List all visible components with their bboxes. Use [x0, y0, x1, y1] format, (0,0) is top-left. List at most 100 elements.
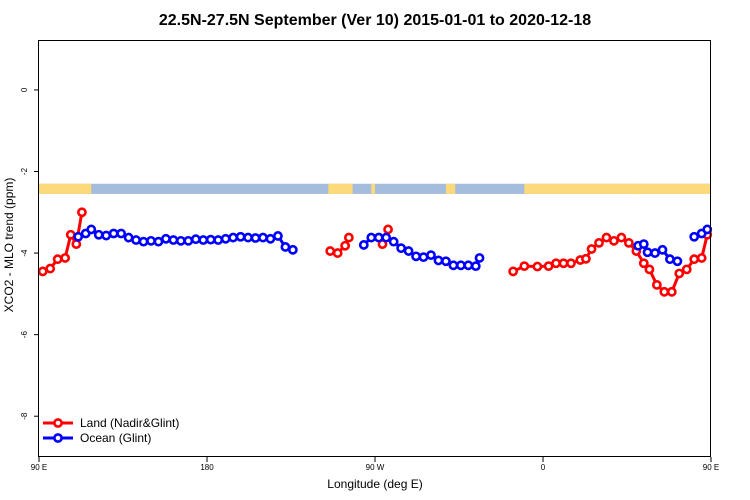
data-point	[426, 250, 436, 261]
data-point	[644, 264, 655, 275]
data-point	[594, 237, 604, 248]
data-point	[558, 258, 569, 269]
data-point	[586, 244, 597, 254]
data-point	[175, 235, 186, 246]
data-point	[183, 235, 194, 246]
legend: Land (Nadir&Glint)Ocean (Glint)	[43, 416, 179, 445]
data-point	[657, 244, 668, 255]
data-point	[205, 234, 216, 245]
x-axis-label: Longitude (deg E)	[327, 477, 422, 491]
data-point	[532, 261, 543, 272]
data-point	[689, 231, 700, 242]
data-point	[343, 232, 354, 243]
land-band-segment	[632, 183, 711, 194]
x-tick-label: 90 E	[703, 463, 719, 472]
data-point	[86, 224, 97, 235]
data-point	[52, 254, 63, 265]
data-point	[543, 261, 554, 272]
data-point	[37, 266, 48, 277]
x-axis-ticks: 90 E 180 90 W 0 90 E	[31, 457, 719, 472]
data-point	[519, 261, 530, 272]
data-point	[638, 239, 649, 250]
data-point	[228, 232, 239, 243]
data-point	[198, 235, 209, 245]
data-point	[396, 243, 407, 254]
data-point	[470, 261, 481, 272]
data-point	[638, 258, 649, 269]
data-point	[672, 256, 683, 267]
data-point	[674, 268, 685, 279]
data-point	[601, 232, 612, 243]
data-point	[45, 263, 56, 274]
data-point	[325, 246, 336, 256]
land-band-segment	[371, 183, 375, 194]
x-tick-label: 90 W	[366, 463, 385, 472]
data-point	[340, 240, 351, 251]
data-point	[448, 260, 459, 271]
data-point	[642, 247, 653, 258]
land-band-segment	[445, 183, 456, 194]
data-point	[190, 234, 201, 245]
data-point	[455, 260, 466, 271]
land-band-segment	[524, 183, 641, 194]
data-point	[101, 230, 112, 241]
x-tick-label: 180	[200, 463, 214, 472]
data-point	[381, 232, 392, 243]
data-point	[273, 231, 283, 241]
y-axis-label: XCO2 - MLO trend (ppm)	[2, 178, 16, 313]
x-tick-label: 0	[541, 463, 546, 472]
data-point	[623, 237, 634, 248]
data-point	[581, 253, 591, 264]
data-point	[689, 254, 700, 265]
data-point	[566, 258, 576, 269]
data-point	[609, 235, 619, 246]
y-tick-label: 0	[20, 87, 29, 92]
data-point	[93, 229, 104, 240]
data-point	[681, 264, 692, 275]
y-tick-label: -4	[20, 249, 29, 257]
data-point	[616, 232, 627, 243]
data-point	[358, 240, 369, 250]
chart-title: 22.5N-27.5N September (Ver 10) 2015-01-0…	[159, 12, 591, 29]
data-point	[116, 228, 127, 239]
series-land	[37, 207, 713, 297]
data-point	[161, 233, 171, 244]
data-point	[258, 232, 268, 243]
data-point	[411, 251, 421, 262]
y-tick-label: -8	[20, 412, 29, 420]
data-point	[108, 228, 119, 239]
data-point	[123, 232, 134, 243]
y-tick-label: -2	[20, 167, 29, 175]
data-point	[666, 286, 677, 297]
data-point	[332, 248, 343, 258]
data-point	[213, 235, 224, 245]
data-point	[383, 224, 393, 235]
data-point	[131, 235, 141, 245]
data-point	[138, 236, 149, 247]
data-point	[73, 231, 84, 242]
data-point	[508, 266, 519, 277]
data-point	[250, 233, 261, 243]
data-point	[403, 246, 414, 256]
plot-frame	[38, 40, 711, 457]
data-point	[235, 231, 246, 242]
y-axis-ticks: 0 -2 -4 -6 -8	[20, 87, 39, 420]
land-ocean-band	[39, 183, 711, 194]
data-point	[77, 207, 87, 218]
data-point	[280, 242, 291, 252]
data-point	[287, 244, 298, 255]
legend-marker	[53, 433, 63, 443]
data-point	[463, 260, 474, 271]
data-point	[433, 255, 444, 266]
land-band-segment	[328, 183, 353, 194]
land-band-segment	[39, 183, 92, 194]
data-point	[418, 252, 429, 263]
series-ocean	[73, 224, 713, 272]
data-point	[146, 235, 156, 246]
legend-label: Ocean (Glint)	[80, 431, 151, 445]
data-point	[696, 253, 707, 263]
series-layer	[37, 207, 713, 297]
data-point	[243, 232, 253, 243]
data-point	[60, 253, 71, 263]
data-point	[265, 233, 276, 244]
